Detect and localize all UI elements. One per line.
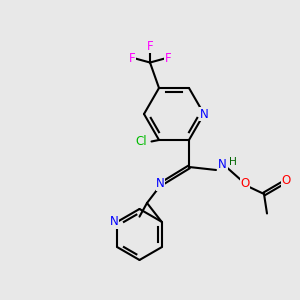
Text: H: H (230, 157, 237, 167)
Text: O: O (282, 174, 291, 187)
Text: F: F (147, 40, 153, 52)
Text: N: N (218, 158, 227, 171)
Text: F: F (129, 52, 135, 64)
Text: N: N (200, 107, 208, 121)
Text: N: N (156, 177, 165, 190)
Text: O: O (241, 177, 250, 190)
Text: F: F (165, 52, 171, 64)
Text: Cl: Cl (135, 135, 147, 148)
Text: N: N (110, 215, 118, 228)
